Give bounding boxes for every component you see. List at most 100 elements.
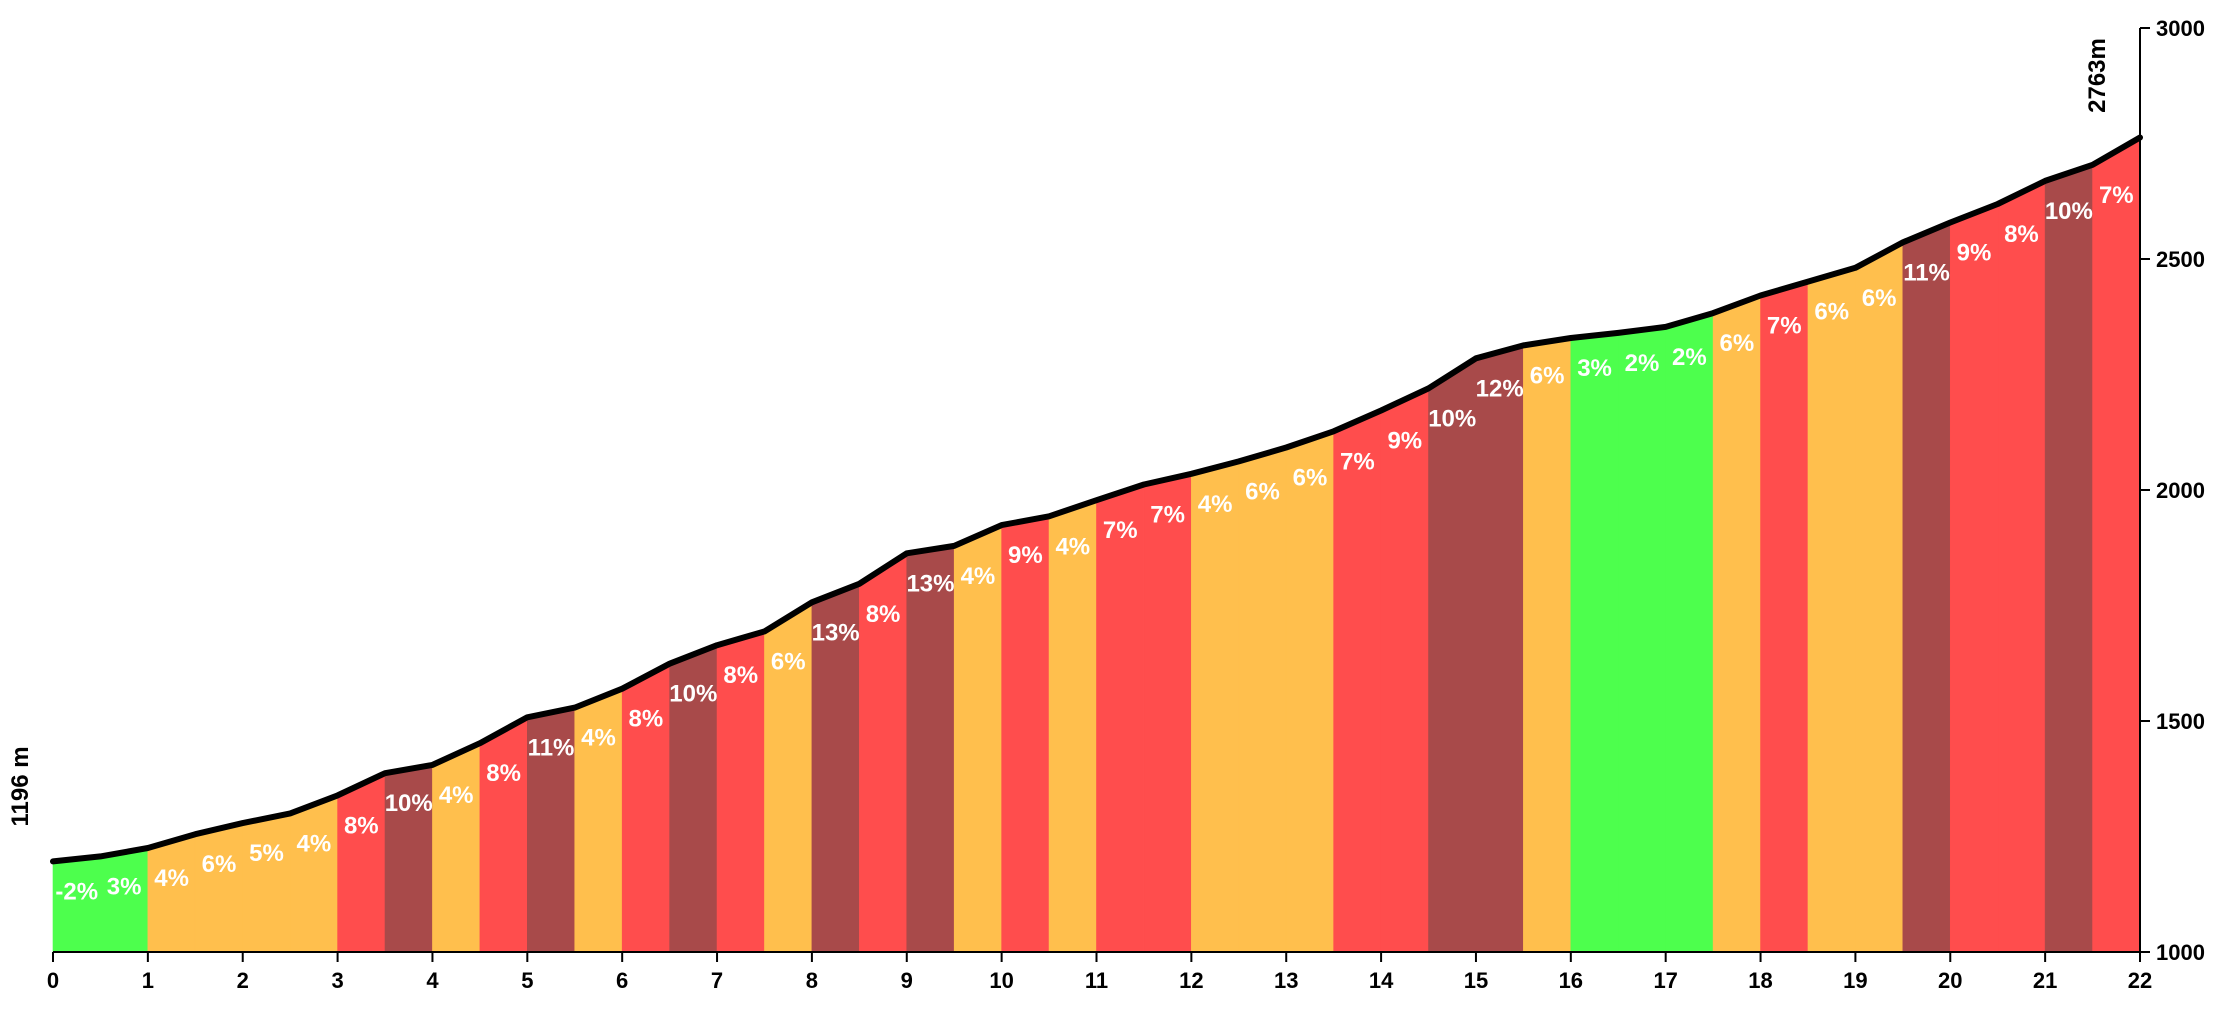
x-tick-label: 22: [2128, 968, 2152, 993]
grade-label: 8%: [486, 760, 521, 787]
grade-label: 3%: [107, 873, 142, 900]
grade-label: 7%: [1767, 312, 1802, 339]
x-tick-label: 5: [521, 968, 533, 993]
segment-hard: [1333, 410, 1382, 953]
x-tick-label: 0: [47, 968, 59, 993]
segment-moderate: [194, 822, 244, 953]
grade-label: 9%: [1387, 428, 1422, 455]
grade-label: 4%: [1055, 533, 1090, 560]
segment-moderate: [432, 742, 481, 953]
segment-moderate: [1807, 267, 1856, 953]
segment-moderate: [1191, 460, 1240, 953]
start-elevation-label: 1196 m: [7, 746, 34, 826]
segment-hard: [1380, 387, 1429, 953]
x-tick-label: 2: [237, 968, 249, 993]
x-tick-label: 12: [1179, 968, 1203, 993]
x-tick-label: 11: [1085, 968, 1108, 993]
segment-hard: [337, 772, 386, 953]
x-tick-label: 4: [426, 968, 439, 993]
segment-hard: [479, 716, 528, 953]
segment-easy: [1617, 326, 1666, 953]
x-tick-label: 16: [1559, 968, 1583, 993]
segment-very-hard: [1902, 222, 1951, 953]
x-tick-label: 15: [1464, 968, 1488, 993]
segment-moderate: [242, 813, 291, 953]
y-tick-label: 1000: [2156, 940, 2205, 965]
y-tick-label: 2500: [2156, 247, 2205, 272]
grade-label: 10%: [385, 790, 433, 817]
grade-label: 3%: [1577, 355, 1612, 382]
segment-moderate: [1523, 337, 1572, 953]
x-tick-label: 18: [1748, 968, 1772, 993]
grade-label: 9%: [1008, 542, 1043, 569]
grade-label: 4%: [581, 725, 616, 752]
x-tick-label: 13: [1274, 968, 1298, 993]
grade-label: 7%: [1340, 448, 1375, 475]
segment-easy: [1665, 312, 1714, 953]
grade-label: -2%: [55, 878, 98, 905]
segment-very-hard: [1475, 345, 1524, 953]
grade-labels: -2% 3% 4%6% 5% 4%8%10% 4%8%11% 4%8%10%8%6%13%8…: [55, 182, 2133, 906]
x-tick-label: 3: [331, 968, 343, 993]
grade-label: 7%: [2099, 182, 2134, 209]
grade-label: 6%: [771, 648, 806, 675]
segment-easy: [1570, 332, 1619, 953]
x-tick-label: 7: [711, 968, 723, 993]
x-axis: 0 1 2 3 4 5 6 7 8 9 10 11 12 13 14 15 16 17 18 19 20 21 22: [47, 951, 2152, 993]
grade-label: 12%: [1476, 375, 1524, 402]
grade-label: 10%: [2045, 198, 2093, 225]
end-elevation-label: 2763m: [2084, 38, 2111, 113]
grade-label: 6%: [1293, 464, 1328, 491]
segment-hard: [1143, 473, 1192, 953]
x-tick-label: 10: [989, 968, 1013, 993]
x-tick-label: 1: [142, 968, 154, 993]
x-tick-label: 19: [1843, 968, 1867, 993]
x-tick-label: 17: [1653, 968, 1677, 993]
grade-label: 7%: [1150, 501, 1185, 528]
y-tick-label: 3000: [2156, 16, 2205, 41]
grade-label: 8%: [2004, 221, 2039, 248]
segment-hard: [1949, 203, 1999, 953]
x-tick-label: 21: [2033, 968, 2057, 993]
segment-moderate: [1855, 241, 1904, 953]
grade-label: 13%: [812, 619, 860, 646]
grade-label: 8%: [723, 662, 758, 689]
grade-label: 8%: [344, 812, 379, 839]
segment-very-hard: [2044, 164, 2093, 953]
grade-label: 5%: [249, 840, 284, 867]
grade-label: 7%: [1103, 517, 1138, 544]
grade-label: 13%: [906, 570, 954, 597]
grade-label: 4%: [439, 782, 474, 809]
x-tick-label: 8: [806, 968, 818, 993]
grade-label: 4%: [154, 865, 189, 892]
grade-label: 2%: [1625, 350, 1660, 377]
grade-label: 6%: [1719, 330, 1754, 357]
grade-label: 4%: [1198, 491, 1233, 518]
grade-label: 6%: [1530, 362, 1565, 389]
y-tick-label: 2000: [2156, 478, 2205, 503]
segment-hard: [1997, 180, 2046, 953]
grade-label: 9%: [1957, 240, 1992, 267]
grade-label: 4%: [961, 563, 996, 590]
segment-hard: [2092, 136, 2141, 953]
x-tick-label: 9: [901, 968, 913, 993]
segment-moderate: [147, 833, 196, 953]
grade-label: 10%: [1428, 405, 1476, 432]
segment-moderate: [1285, 430, 1334, 953]
grade-label: 4%: [297, 830, 332, 857]
elevation-profile-line: [50, 134, 2143, 865]
grade-label: 6%: [1814, 299, 1849, 326]
grade-label: 6%: [1862, 285, 1897, 312]
grade-label: 8%: [866, 601, 901, 628]
segment-hard: [1001, 515, 1050, 953]
segment-moderate: [1712, 295, 1761, 953]
x-tick-label: 6: [616, 968, 628, 993]
y-axis: 1000 1500 2000 2500 3000: [2139, 16, 2205, 965]
grade-label: 8%: [629, 706, 664, 733]
grade-label: 6%: [1245, 478, 1280, 505]
grade-label: 11%: [1903, 259, 1950, 286]
segment-hard: [1760, 281, 1809, 953]
grade-label: 2%: [1672, 344, 1707, 371]
gradient-segments: [52, 136, 2141, 953]
